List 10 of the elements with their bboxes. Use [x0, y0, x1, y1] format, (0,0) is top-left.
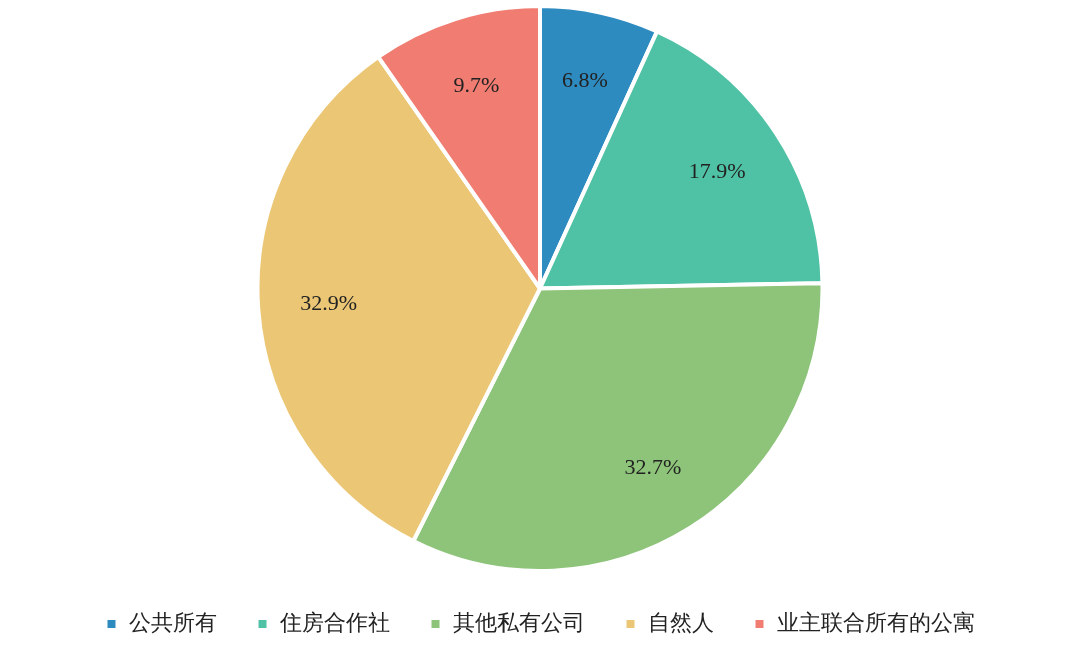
data-label: 9.7%	[453, 72, 500, 98]
legend-label: 其他私有公司	[452, 609, 585, 635]
legend-label: 业主联合所有的公寓	[776, 609, 975, 635]
data-label: 6.8%	[562, 67, 608, 93]
data-label: 17.9%	[688, 157, 746, 183]
legend-label: 自然人	[647, 609, 714, 635]
data-label: 32.7%	[624, 453, 682, 479]
legend-label: 公共所有	[128, 609, 217, 635]
data-label: 32.9%	[300, 289, 358, 315]
legend-label: 住房合作社	[278, 609, 390, 635]
